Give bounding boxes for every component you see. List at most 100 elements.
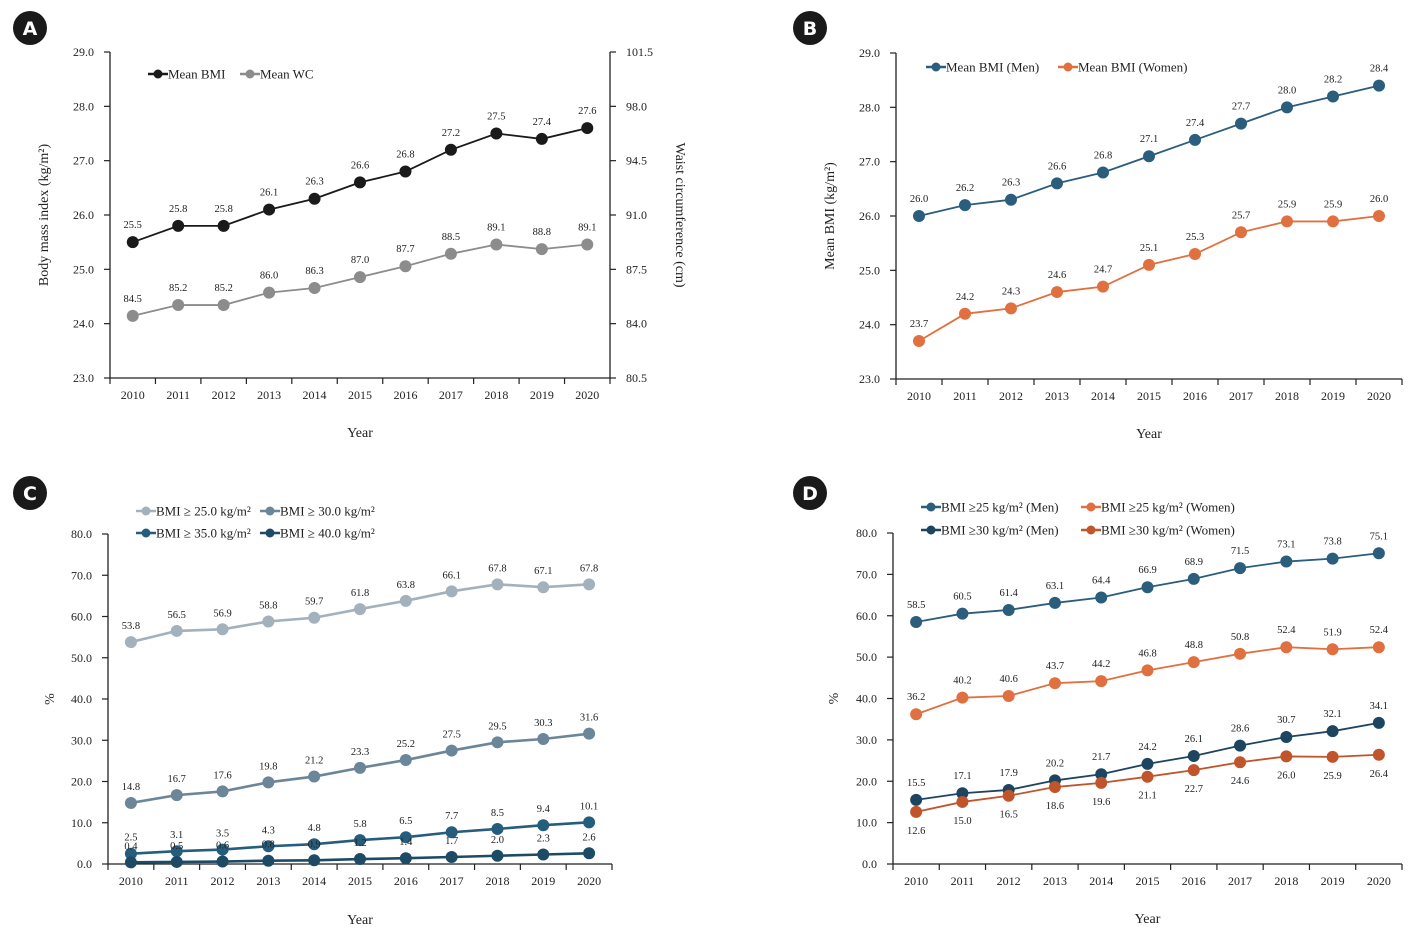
data-point [170,624,183,637]
y-axis-title: Mean BMI (kg/m²) [823,162,838,270]
legend-label: BMI ≥ 40.0 kg/m² [280,526,375,541]
y-tick-label: 10.0 [856,816,877,830]
data-point [1234,647,1247,660]
x-tick-label: 2012 [997,874,1021,888]
data-label: 16.7 [168,774,186,785]
data-label: 27.5 [442,730,460,741]
data-label: 89.1 [487,222,505,233]
data-point [1097,166,1109,179]
data-point [1372,716,1385,729]
data-label: 25.9 [1323,771,1341,782]
legend-swatch-marker [926,502,936,512]
data-point [1281,215,1293,228]
data-point [1372,641,1385,654]
data-label: 8.5 [491,808,504,819]
panel-c-chart: C 2010 2011 2012 2013 2014 2015 2016 2017 2018 201… [13,476,613,928]
data-label: 60.5 [953,592,971,603]
data-label: 27.5 [487,112,505,123]
x-tick-label: 2020 [1367,874,1391,888]
legend-item: BMI ≥25 kg/m² (Men) [921,500,1059,515]
y-tick-label: 27.0 [859,155,880,169]
series-1: 36.2 40.2 40.6 43.7 44.2 46.8 48.8 50.8 52.4 51.9… [907,625,1389,721]
data-point [583,816,596,829]
x-axis-title: Year [347,426,373,441]
y2-tick-label: 94.5 [626,154,647,168]
data-label: 71.5 [1231,546,1249,557]
y-tick-label: 10.0 [71,816,92,830]
x-tick-label: 2015 [1137,389,1161,403]
x-axis-title: Year [347,913,373,928]
data-label: 25.7 [1232,210,1250,221]
data-label: 25.5 [124,220,142,231]
data-point [491,736,504,749]
data-point [354,834,366,847]
panel-badge-letter: A [23,18,38,40]
x-tick-label: 2013 [256,874,280,888]
data-point [1002,690,1015,703]
data-label: 40.2 [953,676,971,687]
data-label: 24.2 [956,292,974,303]
data-point [1051,177,1063,190]
legend-item: BMI ≥25 kg/m² (Women) [1081,500,1235,515]
data-label: 88.8 [533,227,551,238]
legend-item: Mean WC [240,67,314,82]
data-label: 28.2 [1324,74,1342,85]
data-label: 2.3 [537,834,550,845]
data-label: 89.1 [578,222,596,233]
data-label: 19.6 [1092,797,1110,808]
y-tick-label: 25.0 [859,263,880,277]
data-label: 0.5 [170,841,183,852]
data-label: 58.5 [907,600,925,611]
legend-label: Mean BMI (Women) [1078,60,1187,75]
series-1: 14.8 16.7 17.6 19.8 21.2 23.3 25.2 27.5 29.5 30.3… [122,713,598,809]
x-tick-label: 2020 [575,388,599,402]
data-point [1280,730,1293,743]
x-tick-label: 2017 [1228,874,1252,888]
data-point [913,334,925,347]
panel-badge [13,476,47,510]
y-tick-label: 60.0 [71,610,92,624]
data-point [910,708,923,721]
data-point [1234,562,1247,575]
y-tick-label: 40.0 [71,692,92,706]
data-label: 68.9 [1185,557,1203,568]
data-point [354,176,366,189]
series-1: 23.7 24.2 24.3 24.6 24.7 25.1 25.3 25.7 25.9 25.9… [910,194,1388,347]
legend: Mean BMI Mean WC [148,67,314,82]
data-label: 25.8 [169,204,187,215]
data-label: 26.6 [351,160,369,171]
x-tick-label: 2019 [1321,389,1345,403]
data-point [170,855,183,868]
x-tick-label: 2018 [1275,389,1299,403]
x-tick-label: 2013 [1045,389,1069,403]
data-point [1373,210,1385,222]
series-3: 0.4 0.5 0.6 0.8 0.9 1.2 1.4 1.7 2.0 2.3 2.6 [124,832,596,869]
data-label: 10.1 [580,801,598,812]
legend-label: Mean BMI [168,67,225,82]
data-point [172,299,185,312]
x-tick-label: 2016 [394,874,418,888]
legend-item: BMI ≥ 35.0 kg/m² [136,526,251,541]
y-tick-label: 20.0 [71,775,92,789]
data-point [490,127,503,140]
data-point [1141,664,1154,677]
data-point [1143,150,1155,163]
x-tick-label: 2012 [999,389,1023,403]
data-point [354,853,366,866]
data-point [217,219,230,232]
data-label: 3.1 [170,830,183,841]
data-point [170,789,183,802]
data-point [1327,215,1339,228]
x-tick-label: 2011 [951,874,975,888]
y-tick-label: 70.0 [71,568,92,582]
data-label: 6.5 [399,816,412,827]
data-label: 1.2 [353,838,366,849]
data-point [308,192,321,205]
data-label: 63.8 [397,580,415,591]
data-label: 1.4 [399,837,413,848]
data-label: 17.1 [953,771,971,782]
data-point [399,165,412,178]
data-point [216,843,229,856]
data-label: 46.8 [1138,648,1156,659]
legend-label: BMI ≥30 kg/m² (Men) [941,523,1059,538]
